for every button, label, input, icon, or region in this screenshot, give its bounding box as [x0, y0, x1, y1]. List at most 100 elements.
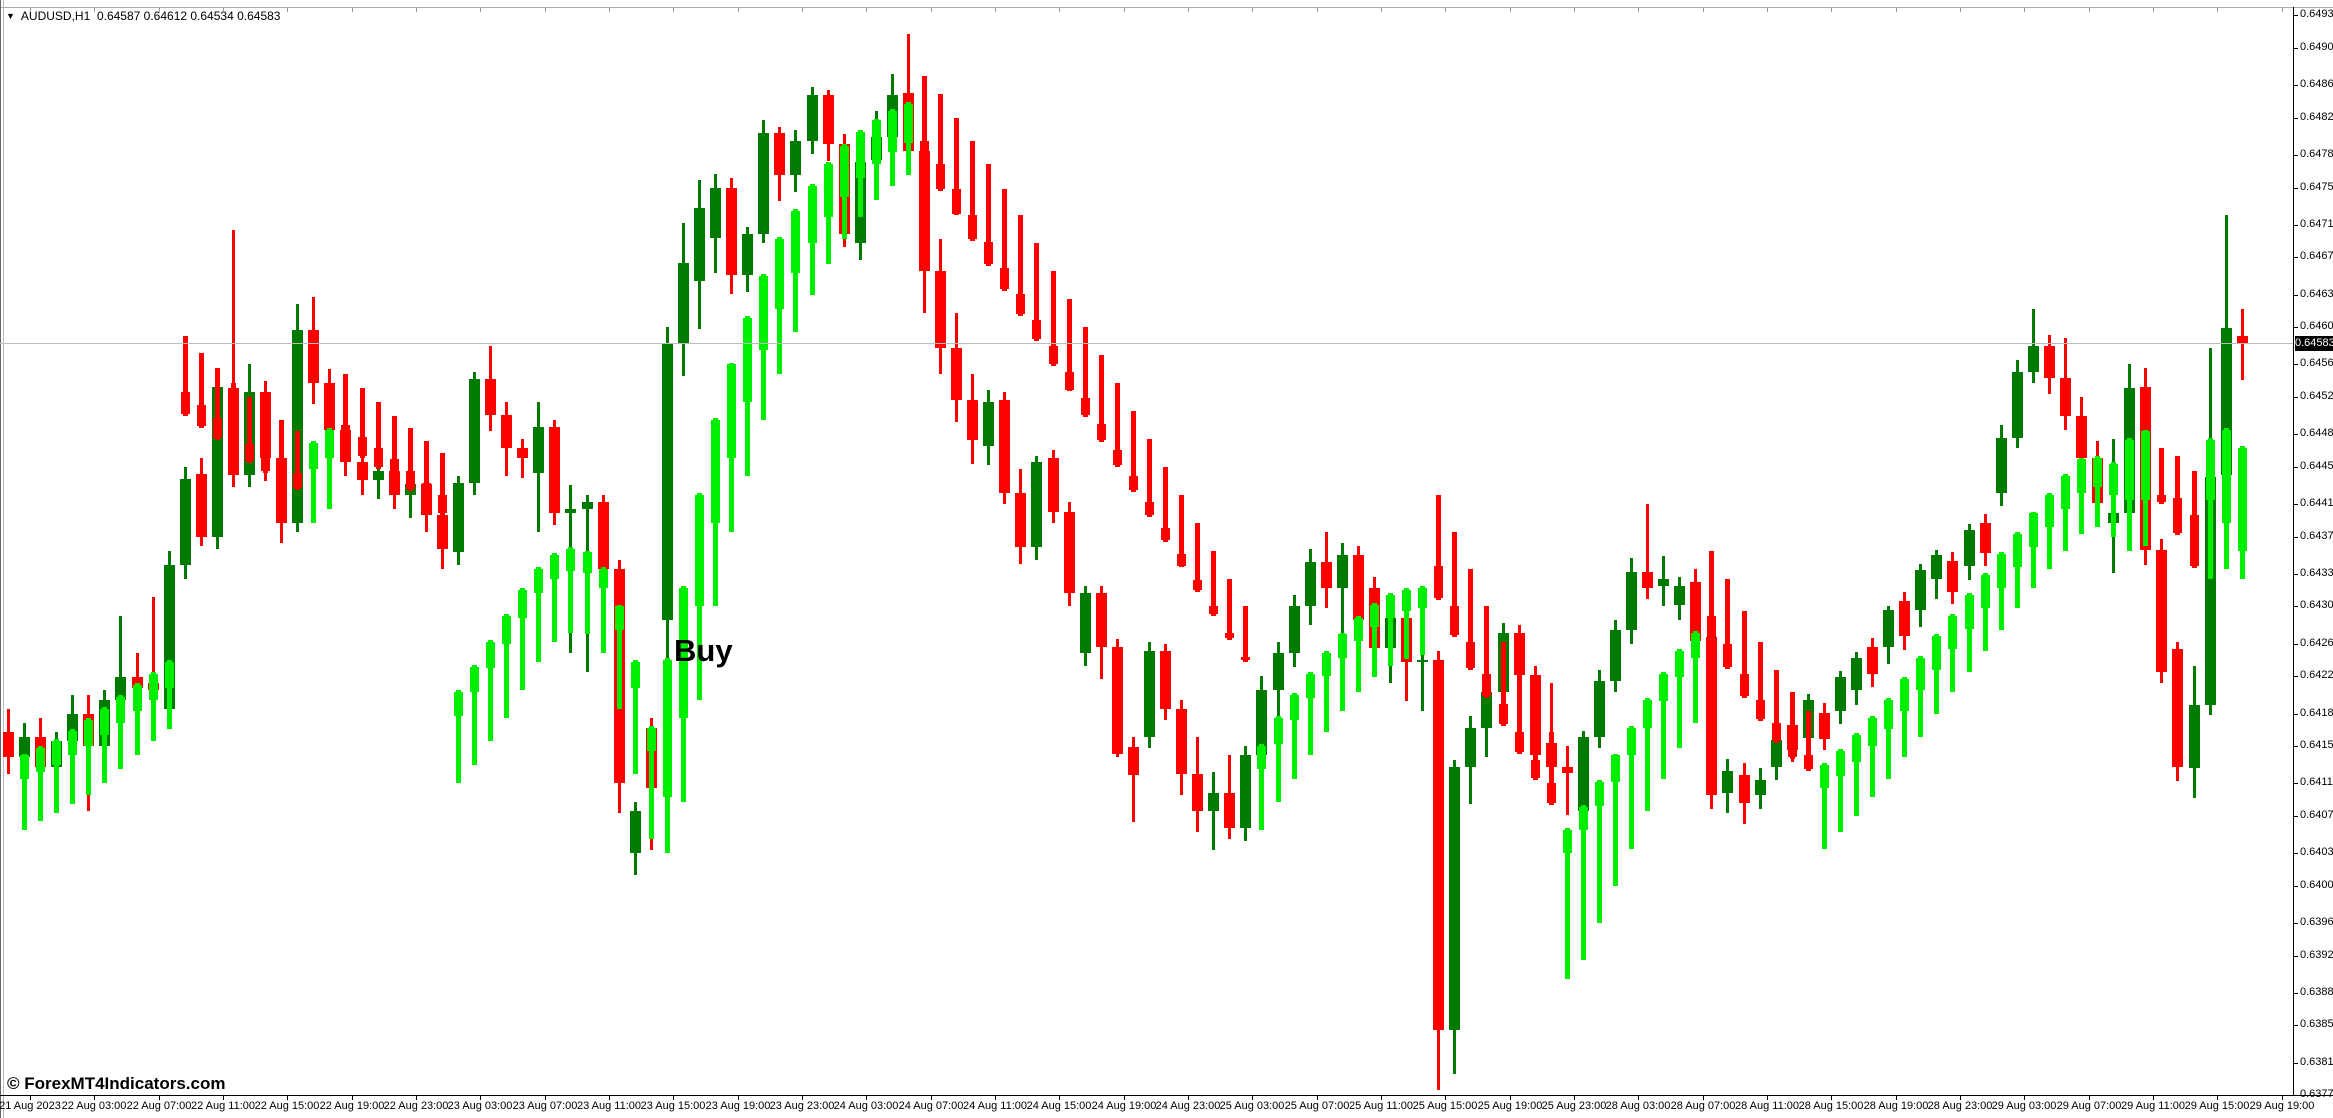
candle-up: [453, 483, 464, 552]
indicator-candle-down-wick: [1243, 606, 1248, 662]
time-axis-tick: [1960, 1096, 1961, 1100]
time-axis-label: 28 Aug 11:00: [1734, 1100, 1800, 1112]
indicator-candle-up-wick: [2095, 456, 2100, 527]
time-axis-tick: [1124, 1096, 1125, 1100]
candle-down: [3, 732, 14, 757]
price-axis-label: 0.64935: [2300, 8, 2333, 20]
indicator-candle-down: [1081, 398, 1090, 415]
candle-down: [1224, 793, 1235, 828]
indicator-candle-down-wick: [1163, 467, 1168, 542]
indicator-candle-up: [1418, 588, 1427, 608]
time-axis-tick: [931, 1096, 932, 1100]
time-axis-tick: [1445, 1096, 1446, 1100]
chart-canvas[interactable]: [0, 8, 2293, 1095]
indicator-candle-down-wick: [295, 431, 300, 490]
time-axis-tick: [2024, 1096, 2025, 1100]
candle-down: [1160, 651, 1171, 709]
indicator-candle-up-wick: [568, 547, 573, 633]
indicator-candle-down-wick: [970, 141, 975, 241]
indicator-candle-up: [1900, 679, 1909, 711]
indicator-candle-up: [2093, 458, 2102, 487]
indicator-candle-down: [1499, 704, 1508, 724]
price-axis-label: 0.64525: [2300, 390, 2333, 402]
candle-up: [2205, 477, 2216, 705]
price-axis-tick: [2293, 956, 2298, 957]
time-axis-label: 22 Aug 11:00: [190, 1100, 256, 1112]
candle-down: [999, 400, 1010, 493]
candle-down: [1176, 709, 1187, 774]
price-axis-tick: [2293, 816, 2298, 817]
candle-down: [935, 271, 946, 348]
indicator-candle-down-wick: [1083, 327, 1088, 417]
candle-up: [1915, 570, 1926, 610]
top-frame-tick: [738, 8, 739, 12]
candle-down: [1128, 747, 1139, 775]
indicator-candle-up-wick: [504, 614, 509, 718]
indicator-candle-down: [1434, 566, 1443, 598]
indicator-candle-up: [615, 606, 624, 630]
price-axis-tick: [2293, 225, 2298, 226]
indicator-candle-up: [84, 720, 93, 746]
indicator-candle-down: [277, 465, 286, 481]
indicator-candle-up: [775, 239, 784, 309]
candle-down-wick: [232, 230, 235, 487]
time-axis-label: 25 Aug 15:00: [1412, 1100, 1478, 1112]
indicator-candle-up: [502, 616, 511, 644]
indicator-candle-down: [1065, 372, 1074, 390]
indicator-candle-down: [261, 455, 270, 471]
indicator-candle-down: [422, 483, 431, 501]
price-axis-tick: [2293, 1063, 2298, 1064]
indicator-candle-down-wick: [1115, 383, 1120, 467]
indicator-candle-up: [695, 495, 704, 606]
candle-up: [1256, 690, 1267, 755]
time-axis-label: 24 Aug 15:00: [1026, 1100, 1092, 1112]
indicator-candle-down: [1772, 723, 1781, 741]
chevron-down-icon[interactable]: ▼: [6, 11, 15, 21]
indicator-candle-down-wick: [279, 420, 284, 483]
time-axis-label: 29 Aug 19:00: [2249, 1100, 2315, 1112]
candle-down: [437, 515, 448, 549]
top-frame-tick: [1831, 8, 1832, 12]
indicator-candle-down: [1209, 606, 1218, 614]
indicator-candle-up-wick: [472, 665, 477, 765]
indicator-candle-down: [1740, 674, 1749, 696]
indicator-candle-up: [1820, 765, 1829, 788]
indicator-candle-up: [679, 588, 688, 718]
indicator-candle-up-wick: [1420, 586, 1425, 655]
chart-top-frame: [0, 7, 2333, 8]
top-frame-tick: [802, 8, 803, 12]
symbol-header: ▼ AUDUSD,H1 0.64587 0.64612 0.64534 0.645…: [6, 9, 280, 23]
indicator-candle-up: [631, 662, 640, 688]
candle-down: [308, 330, 319, 383]
indicator-candle-up: [149, 674, 158, 700]
time-axis-label: 25 Aug 03:00: [1219, 1100, 1285, 1112]
indicator-candle-up: [872, 120, 881, 164]
indicator-candle-down: [1241, 657, 1250, 660]
top-frame-tick: [2153, 8, 2154, 12]
candle-down: [1048, 458, 1059, 512]
candle-down: [1819, 713, 1830, 739]
candle-up: [983, 402, 994, 446]
time-axis-tick: [1767, 1096, 1768, 1100]
indicator-candle-up: [133, 685, 142, 711]
candle-up-wick: [1421, 642, 1424, 711]
candle-down: [2060, 378, 2071, 416]
candle-down: [485, 379, 496, 415]
time-axis-tick: [2089, 1096, 2090, 1100]
indicator-candle-down-wick: [231, 383, 236, 452]
indicator-candle-up: [1916, 658, 1925, 690]
indicator-candle-up: [2141, 431, 2150, 500]
indicator-candle-up-wick: [311, 441, 316, 523]
indicator-candle-up-wick: [151, 672, 156, 741]
top-frame-tick: [159, 8, 160, 12]
candle-up: [1835, 677, 1846, 711]
candle-up: [1273, 653, 1284, 690]
candle-up: [212, 387, 223, 537]
price-axis-tick: [2293, 15, 2298, 16]
indicator-candle-up: [2077, 459, 2086, 493]
